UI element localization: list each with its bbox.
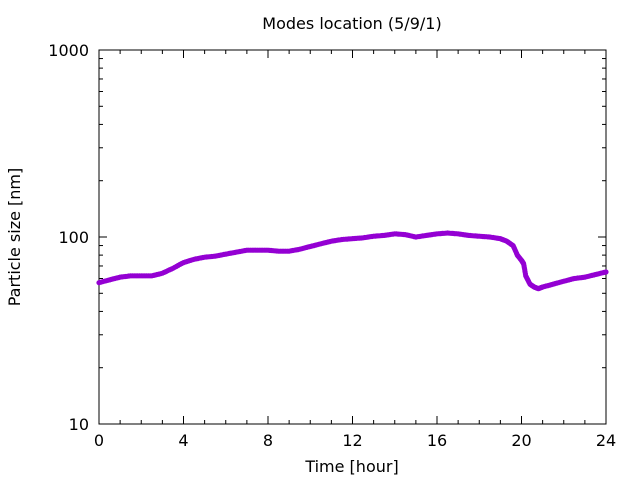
y-tick-label: 1000 xyxy=(48,41,89,60)
y-axis-label: Particle size [nm] xyxy=(5,168,24,307)
axis-ticks xyxy=(98,49,607,425)
x-tick-label: 8 xyxy=(263,431,273,450)
x-axis-label: Time [hour] xyxy=(304,457,398,476)
x-tick-label: 20 xyxy=(511,431,531,450)
data-point xyxy=(603,269,609,275)
chart-title: Modes location (5/9/1) xyxy=(262,14,441,33)
data-points xyxy=(96,230,609,292)
x-tick-label: 0 xyxy=(94,431,104,450)
x-tick-labels: 0 4 8 12 16 20 24 xyxy=(94,431,616,450)
x-tick-label: 16 xyxy=(427,431,447,450)
x-tick-label: 4 xyxy=(178,431,188,450)
x-tick-label: 12 xyxy=(342,431,362,450)
y-tick-label: 10 xyxy=(69,415,89,434)
y-tick-labels: 10 100 1000 xyxy=(48,41,89,434)
x-tick-label: 24 xyxy=(596,431,616,450)
y-tick-label: 100 xyxy=(58,228,89,247)
